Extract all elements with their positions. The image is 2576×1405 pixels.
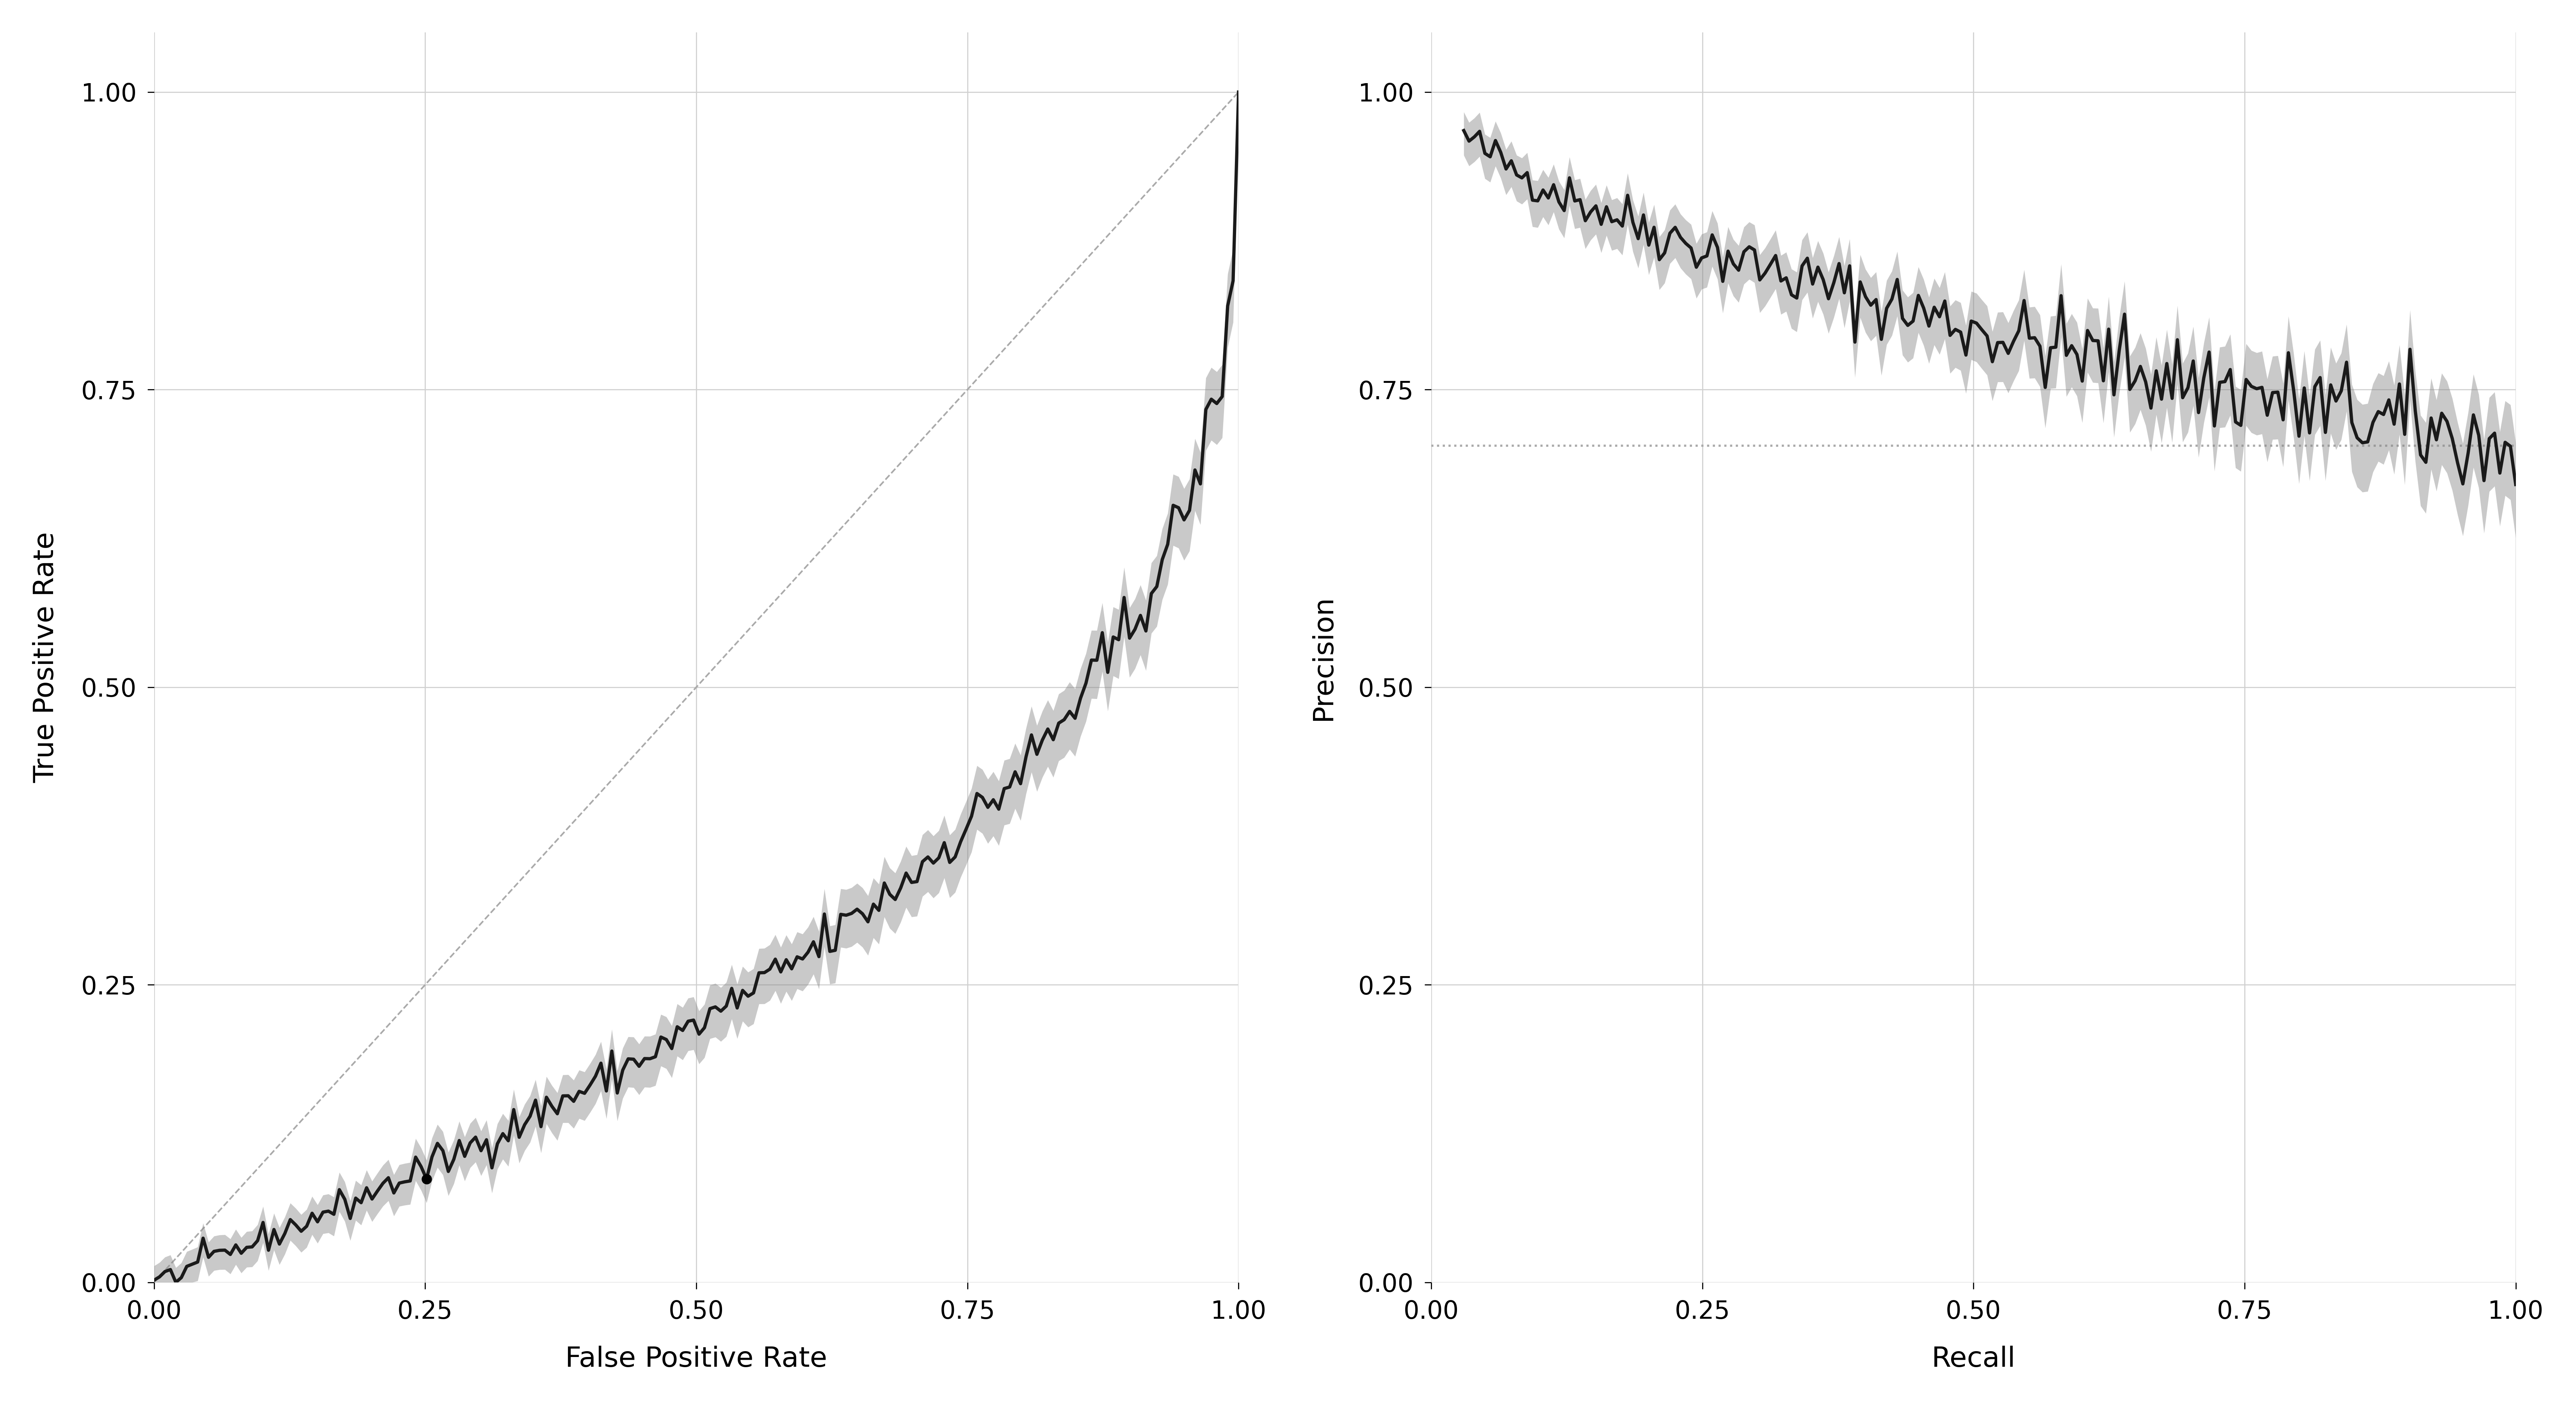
Y-axis label: True Positive Rate: True Positive Rate [33, 532, 59, 783]
Y-axis label: Precision: Precision [1309, 594, 1337, 721]
X-axis label: Recall: Recall [1932, 1346, 2014, 1373]
X-axis label: False Positive Rate: False Positive Rate [564, 1346, 827, 1373]
